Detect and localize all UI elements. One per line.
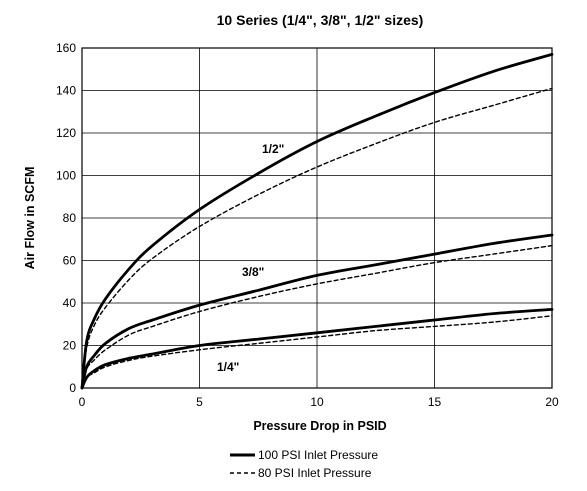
- y-tick-label: 0: [69, 381, 76, 395]
- legend-label-100psi: 100 PSI Inlet Pressure: [258, 448, 378, 462]
- series-curves: [80, 53, 554, 390]
- y-tick-labels: 0 20 40 60 80 100 120 140 160: [56, 41, 76, 395]
- x-axis-label: Pressure Drop in PSID: [253, 419, 386, 433]
- series-line-0: [80, 53, 554, 390]
- y-tick-label: 40: [63, 296, 77, 310]
- y-tick-label: 20: [63, 339, 77, 353]
- y-tick-label: 80: [63, 211, 77, 225]
- y-axis-label: Air Flow in SCFM: [23, 167, 37, 270]
- y-tick-label: 140: [56, 84, 76, 98]
- annotation-quarter-inch: 1/4": [217, 360, 239, 374]
- legend-label-80psi: 80 PSI Inlet Pressure: [258, 466, 372, 480]
- x-tick-label: 0: [79, 395, 86, 409]
- series-line-2: [80, 233, 554, 390]
- chart-title: 10 Series (1/4", 3/8", 1/2" sizes): [217, 12, 424, 28]
- series-line-1: [81, 87, 553, 389]
- series-line-3: [81, 244, 553, 389]
- y-tick-label: 100: [56, 169, 76, 183]
- annotation-three-eighths-inch: 3/8": [242, 265, 264, 279]
- x-tick-label: 10: [310, 395, 324, 409]
- y-tick-label: 120: [56, 126, 76, 140]
- legend: 100 PSI Inlet Pressure 80 PSI Inlet Pres…: [230, 448, 378, 480]
- x-tick-label: 20: [545, 395, 559, 409]
- x-tick-label: 5: [196, 395, 203, 409]
- annotation-half-inch: 1/2": [262, 142, 284, 156]
- series-line-5: [81, 315, 553, 389]
- y-tick-label: 60: [63, 254, 77, 268]
- plot-frame: [81, 47, 553, 389]
- x-tick-label: 15: [428, 395, 442, 409]
- x-tick-labels: 0 5 10 15 20: [79, 395, 559, 409]
- y-tick-label: 160: [56, 41, 76, 55]
- series-line-4: [80, 308, 554, 390]
